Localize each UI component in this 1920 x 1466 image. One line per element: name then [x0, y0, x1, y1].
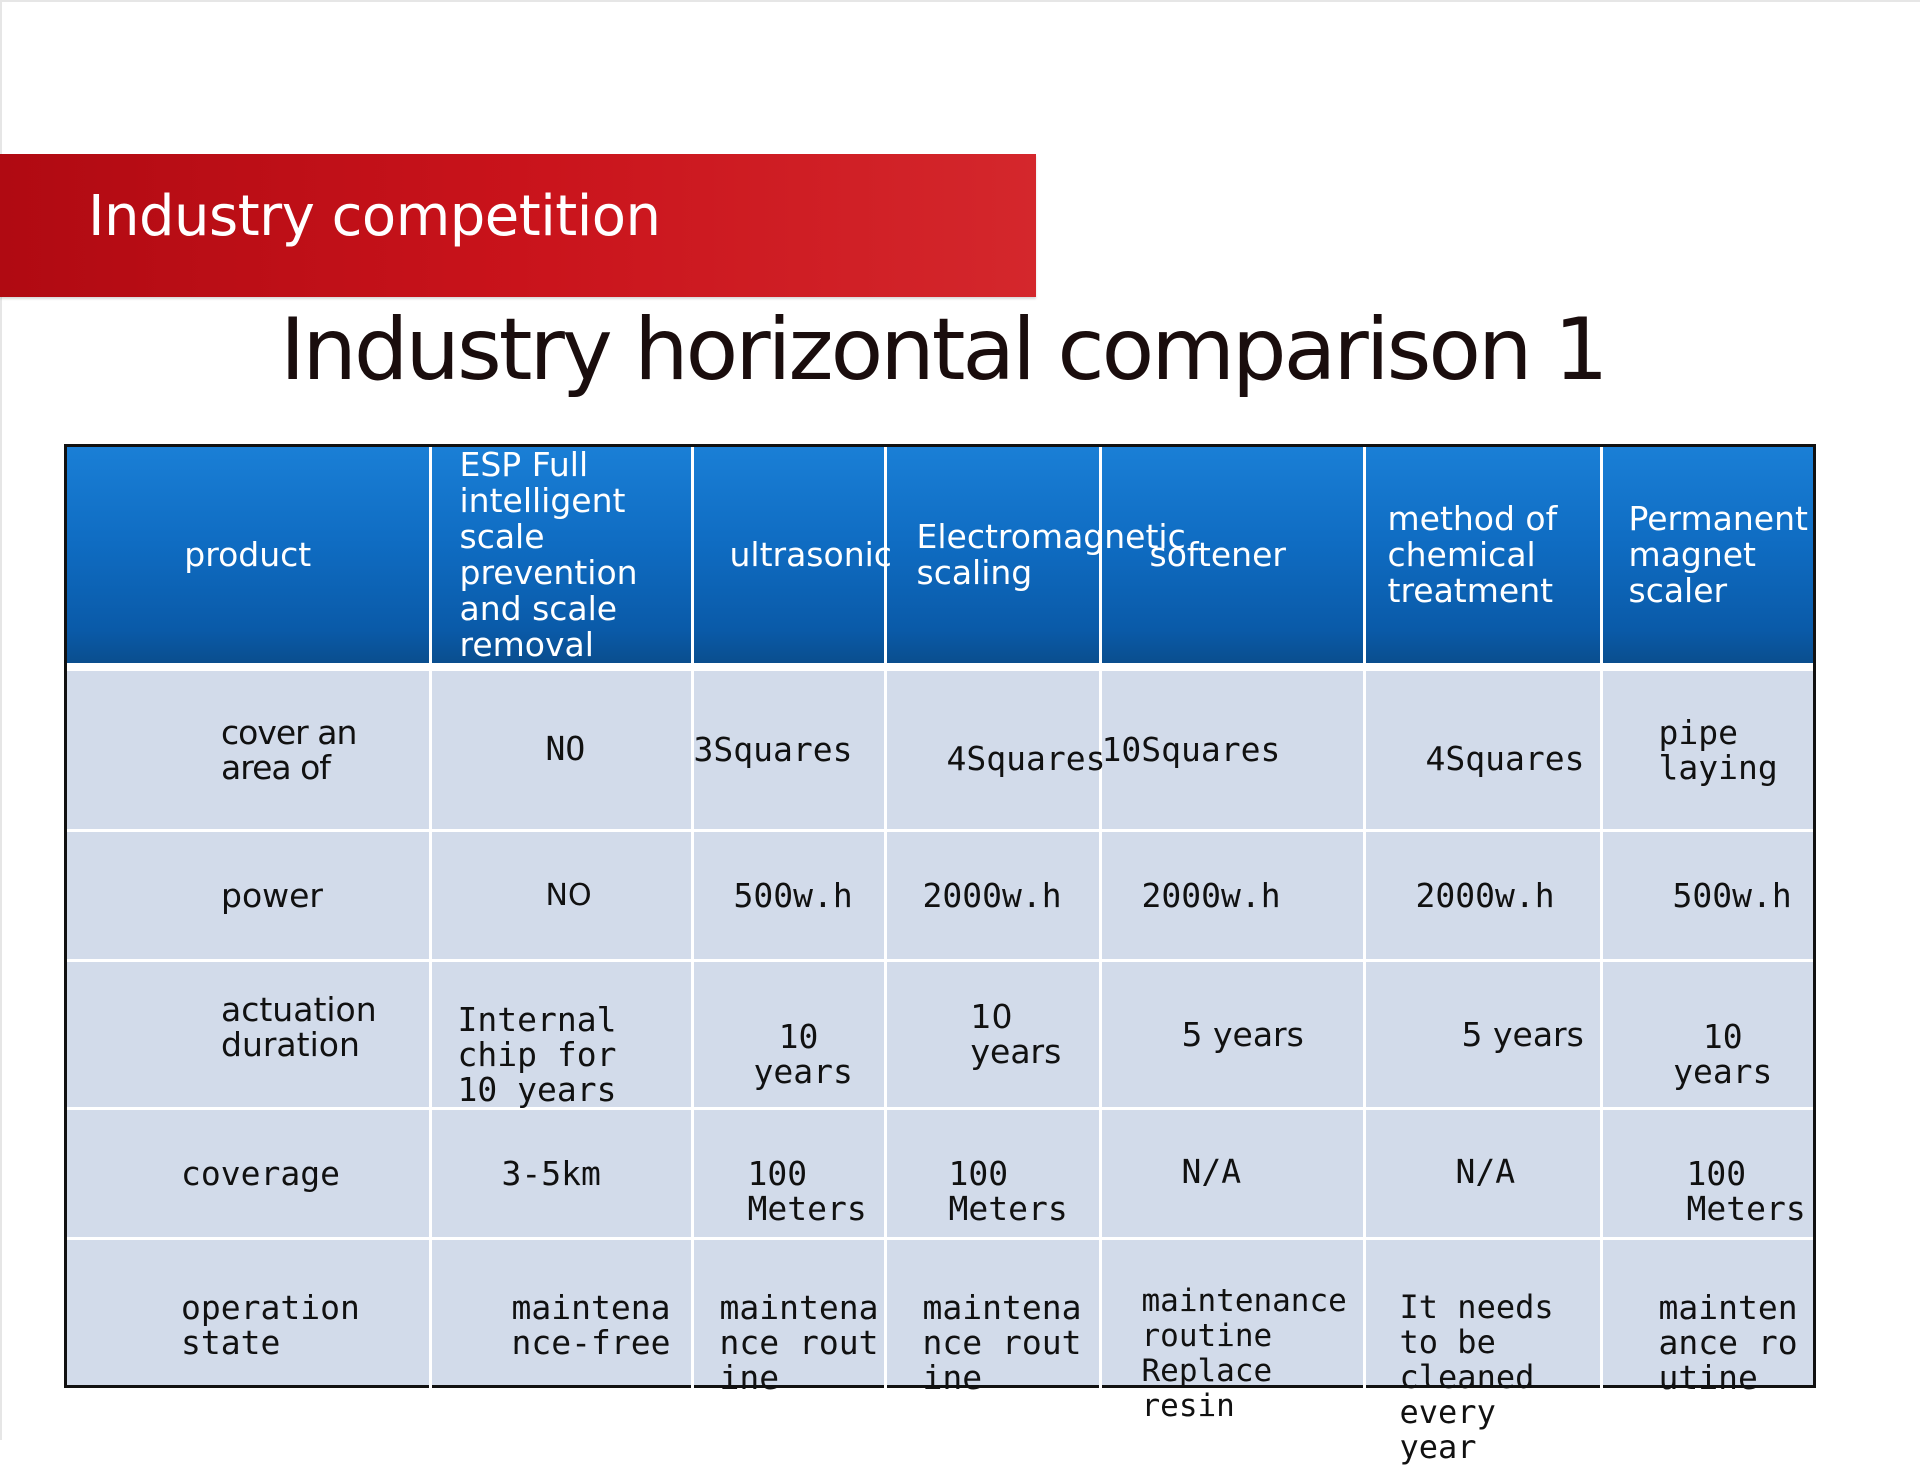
- table-cell: NO: [430, 667, 694, 832]
- table-cell: 100 Meters: [692, 1108, 887, 1240]
- column-header: method of chemical treatment: [1364, 447, 1603, 671]
- comparison-table: product ESP Full intelligent scale preve…: [64, 444, 1816, 1465]
- table-cell: 5 years: [1364, 960, 1603, 1110]
- column-header: Electromagnetic scaling: [885, 447, 1186, 671]
- column-header: ESP Full intelligent scale prevention an…: [430, 447, 694, 671]
- row-label: coverage: [67, 1108, 432, 1240]
- row-label: operation state: [67, 1238, 432, 1465]
- table-cell: N/A: [1364, 1108, 1603, 1240]
- section-banner: Industry competition: [0, 154, 1036, 297]
- table-cell: 500w.h: [1601, 830, 1813, 962]
- table-cell: maintenance-free: [430, 1238, 694, 1465]
- table-cell: 4Squares: [1364, 667, 1603, 832]
- table-cell: 10Squares: [1100, 667, 1366, 832]
- table-cell: 100 Meters: [1601, 1108, 1813, 1240]
- table-row: actuation duration Internal chip for 10 …: [67, 960, 1813, 1110]
- table-row: cover an area of NO 3Squares 4Squares 10…: [67, 667, 1813, 832]
- table-cell: maintenance routine Replace resin: [1100, 1238, 1366, 1465]
- table-row: power NO 500w.h 2000w.h 2000w.h 2000w.h …: [67, 830, 1813, 962]
- banner-title: Industry competition: [88, 184, 661, 249]
- table-cell: NO: [430, 830, 694, 962]
- table-cell: maintenance routine: [1658, 1287, 1798, 1397]
- table-cell: maintenance routine: [885, 1238, 1102, 1465]
- table-cell: 10 years: [1601, 960, 1813, 1110]
- table-header-row: product ESP Full intelligent scale preve…: [67, 447, 1813, 671]
- table-cell: 10 years: [692, 960, 887, 1110]
- table-cell: 100 Meters: [885, 1108, 1102, 1240]
- column-header: softener: [1100, 447, 1366, 671]
- table-cell: 500w.h: [692, 830, 887, 962]
- row-label: actuation duration: [67, 960, 432, 1110]
- column-header: product: [67, 447, 432, 671]
- table-cell: 4Squares: [885, 667, 1105, 832]
- table-cell: 5 years: [1100, 960, 1366, 1110]
- table-cell: 2000w.h: [885, 830, 1102, 962]
- table-cell: Internal chip for 10 years: [430, 960, 694, 1110]
- table-row: coverage 3-5km 100 Meters 100 Meters N/A…: [67, 1108, 1813, 1240]
- page-title: Industry horizontal comparison 1: [280, 300, 1609, 400]
- table-cell: N/A: [1100, 1108, 1366, 1240]
- table-cell: maintenance routine: [692, 1238, 887, 1465]
- column-header: ultrasonic: [692, 447, 892, 671]
- table-cell: 2000w.h: [1100, 830, 1366, 962]
- table-cell: 10 years: [885, 960, 1102, 1110]
- column-header: Permanent magnet scaler: [1601, 447, 1813, 671]
- row-label: power: [67, 830, 432, 962]
- table-cell: 2000w.h: [1364, 830, 1603, 962]
- table-cell: pipe laying: [1601, 667, 1813, 832]
- table-cell: 3Squares: [692, 667, 887, 832]
- table-row: operation state maintenance-free mainten…: [67, 1238, 1813, 1465]
- table-cell: It needs to be cleaned every year: [1364, 1238, 1603, 1465]
- table-cell: 3-5km: [430, 1108, 694, 1240]
- row-label: cover an area of: [67, 667, 432, 832]
